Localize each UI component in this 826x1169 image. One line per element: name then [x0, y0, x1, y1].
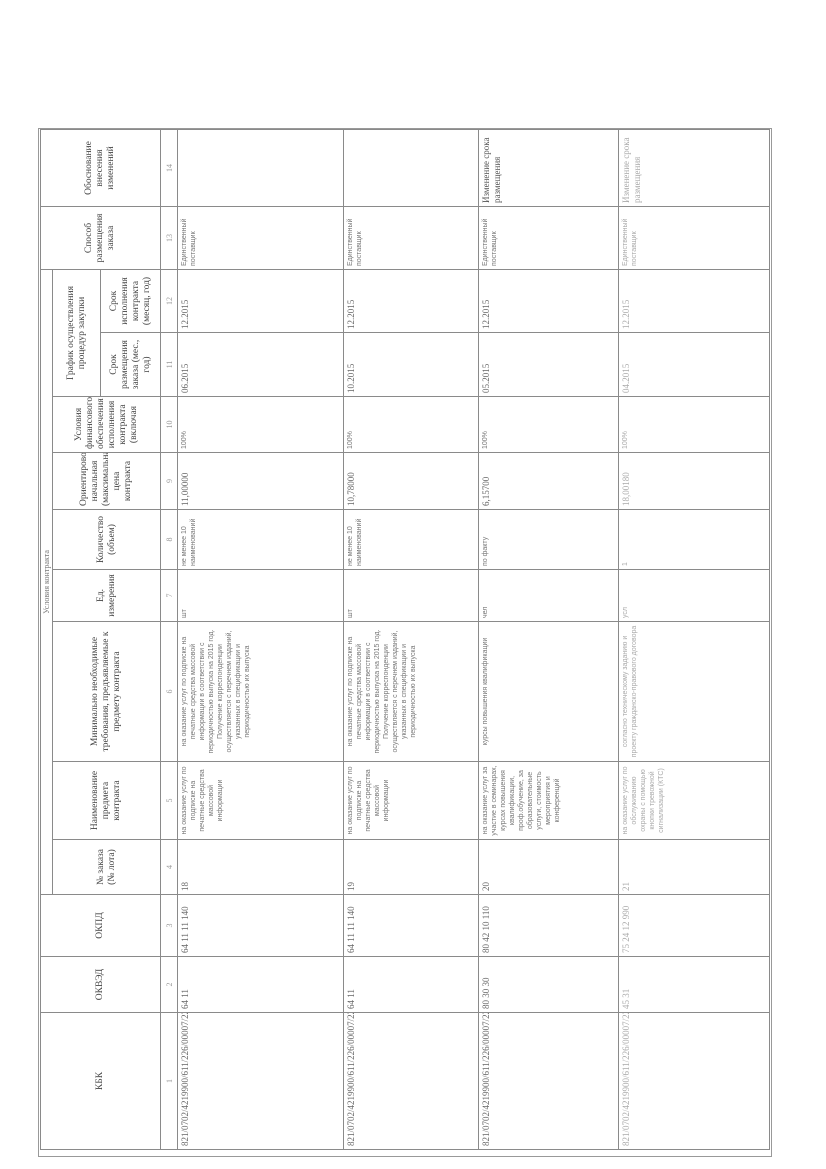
cell-unit: шт: [343, 569, 479, 622]
column-number: 1: [160, 1012, 178, 1150]
column-number: 3: [160, 894, 178, 957]
cell-kbk: 821/0702/4219900/611/226/00007/226058/30…: [618, 1012, 770, 1150]
column-number: 5: [160, 761, 178, 840]
cell-subject: на оказание услуг за участие в семинарах…: [478, 761, 619, 840]
column-number: 14: [160, 129, 178, 207]
header-execution-date: Срок исполнения контракта (месяц, год): [100, 269, 161, 333]
header-okpd: ОКПД: [40, 894, 161, 957]
cell-execution-date: 12.2015: [343, 269, 479, 333]
column-number: 4: [160, 839, 178, 895]
cell-quantity: не менее 10 наименований: [177, 509, 344, 570]
column-number: 2: [160, 956, 178, 1013]
cell-financing: 100%: [177, 396, 344, 453]
cell-price: 6,15700: [478, 452, 619, 510]
header-price: Ориентировочная начальная (максимальная)…: [52, 452, 161, 510]
cell-placement-date: 10.2015: [343, 332, 479, 397]
cell-price: 18,00180: [618, 452, 770, 510]
column-number: 10: [160, 396, 178, 453]
column-number: 11: [160, 332, 178, 397]
cell-order-no: 20: [478, 839, 619, 895]
cell-method: Единственный поставщик: [478, 206, 619, 270]
cell-method: Единственный поставщик: [343, 206, 479, 270]
cell-subject: на оказание услуг по подписке на печатны…: [343, 761, 479, 840]
header-contract-conditions: Условия контракта: [40, 269, 53, 895]
cell-kbk: 821/0702/4219900/611/226/00007/226001/30…: [343, 1012, 479, 1150]
cell-kbk: 821/0702/4219900/611/226/00007/226006/30…: [478, 1012, 619, 1150]
cell-requirements: согласно техническому заданию и проекту …: [618, 621, 770, 762]
table-row: 821/0702/4219900/611/226/00007/226001/30…: [343, 129, 479, 1150]
cell-requirements: на оказание услуг по подписке на печатны…: [343, 621, 479, 762]
cell-price: 11,00000: [177, 452, 344, 510]
cell-subject: на оказание услуг по обслуживанию охраны…: [618, 761, 770, 840]
cell-order-no: 19: [343, 839, 479, 895]
cell-financing: 100%: [478, 396, 619, 453]
cell-okved: 45 31: [618, 956, 770, 1013]
cell-quantity: не менее 10 наименований: [343, 509, 479, 570]
cell-reason: [343, 129, 479, 207]
cell-okpd: 75 24 12 990: [618, 894, 770, 957]
cell-okved: 64 11: [177, 956, 344, 1013]
cell-reason: Изменение срока размещения: [618, 129, 770, 207]
column-number: 9: [160, 452, 178, 510]
table-row: 821/0702/4219900/611/226/00007/226058/30…: [618, 129, 770, 1150]
cell-requirements: на оказание услуг по подписке на печатны…: [177, 621, 344, 762]
column-number: 8: [160, 509, 178, 570]
cell-subject: на оказание услуг по подписке на печатны…: [177, 761, 344, 840]
column-number-row: 1 2 3 4 5 6 7 8 9 10 11 12 13 14: [160, 129, 178, 1150]
cell-price: 10,78000: [343, 452, 479, 510]
header-okved: ОКВЭД: [40, 956, 161, 1013]
header-method: Способ размещения заказа: [40, 206, 161, 270]
cell-order-no: 21: [618, 839, 770, 895]
header-unit: Ед. измерения: [52, 569, 161, 622]
cell-okpd: 80 42 10 110: [478, 894, 619, 957]
header-order-no: № заказа (№ лота): [52, 839, 161, 895]
cell-okved: 80 30 30: [478, 956, 619, 1013]
table-row: 821/0702/4219900/611/226/00007/226006/30…: [478, 129, 619, 1150]
column-number: 12: [160, 269, 178, 333]
cell-reason: Изменение срока размещения: [478, 129, 619, 207]
cell-execution-date: 12.2015: [177, 269, 344, 333]
cell-method: Единственный поставщик: [618, 206, 770, 270]
cell-unit: чел: [478, 569, 619, 622]
cell-placement-date: 04.2015: [618, 332, 770, 397]
rotated-document: КБК ОКВЭД ОКПД Условия контракта Способ …: [40, 129, 770, 1150]
cell-placement-date: 05.2015: [478, 332, 619, 397]
cell-execution-date: 12.2015: [618, 269, 770, 333]
column-number: 6: [160, 621, 178, 762]
cell-placement-date: 06.2015: [177, 332, 344, 397]
column-number: 13: [160, 206, 178, 270]
cell-financing: 100%: [343, 396, 479, 453]
header-reason: Обоснование внесения изменений: [40, 129, 161, 207]
cell-financing: 100%: [618, 396, 770, 453]
cell-okpd: 64 11 11 140: [177, 894, 344, 957]
cell-order-no: 18: [177, 839, 344, 895]
cell-unit: усл: [618, 569, 770, 622]
cell-method: Единственный поставщик: [177, 206, 344, 270]
column-number: 7: [160, 569, 178, 622]
cell-okpd: 64 11 11 140: [343, 894, 479, 957]
header-financing: Условия финансового обеспечения исполнен…: [52, 396, 161, 453]
table-row: 821/0702/4219900/611/226/00007/226001/30…: [177, 129, 344, 1150]
page-border: [38, 128, 772, 1157]
header-schedule: График осуществления процедур закупки: [52, 269, 101, 397]
cell-kbk: 821/0702/4219900/611/226/00007/226001/30…: [177, 1012, 344, 1150]
header-requirements: Минимально необходимые требования, предъ…: [52, 621, 161, 762]
cell-reason: [177, 129, 344, 207]
header-kbk: КБК: [40, 1012, 161, 1150]
cell-quantity: по факту: [478, 509, 619, 570]
header-quantity: Количество (объем): [52, 509, 161, 570]
header-placement-date: Срок размещения заказа (мес., год): [100, 332, 161, 397]
cell-requirements: курсы повышения квалификации: [478, 621, 619, 762]
procurement-plan-table: КБК ОКВЭД ОКПД Условия контракта Способ …: [40, 129, 770, 1150]
cell-execution-date: 12.2015: [478, 269, 619, 333]
header-subject: Наименование предмета контракта: [52, 761, 161, 840]
cell-quantity: 1: [618, 509, 770, 570]
cell-okved: 64 11: [343, 956, 479, 1013]
cell-unit: шт: [177, 569, 344, 622]
